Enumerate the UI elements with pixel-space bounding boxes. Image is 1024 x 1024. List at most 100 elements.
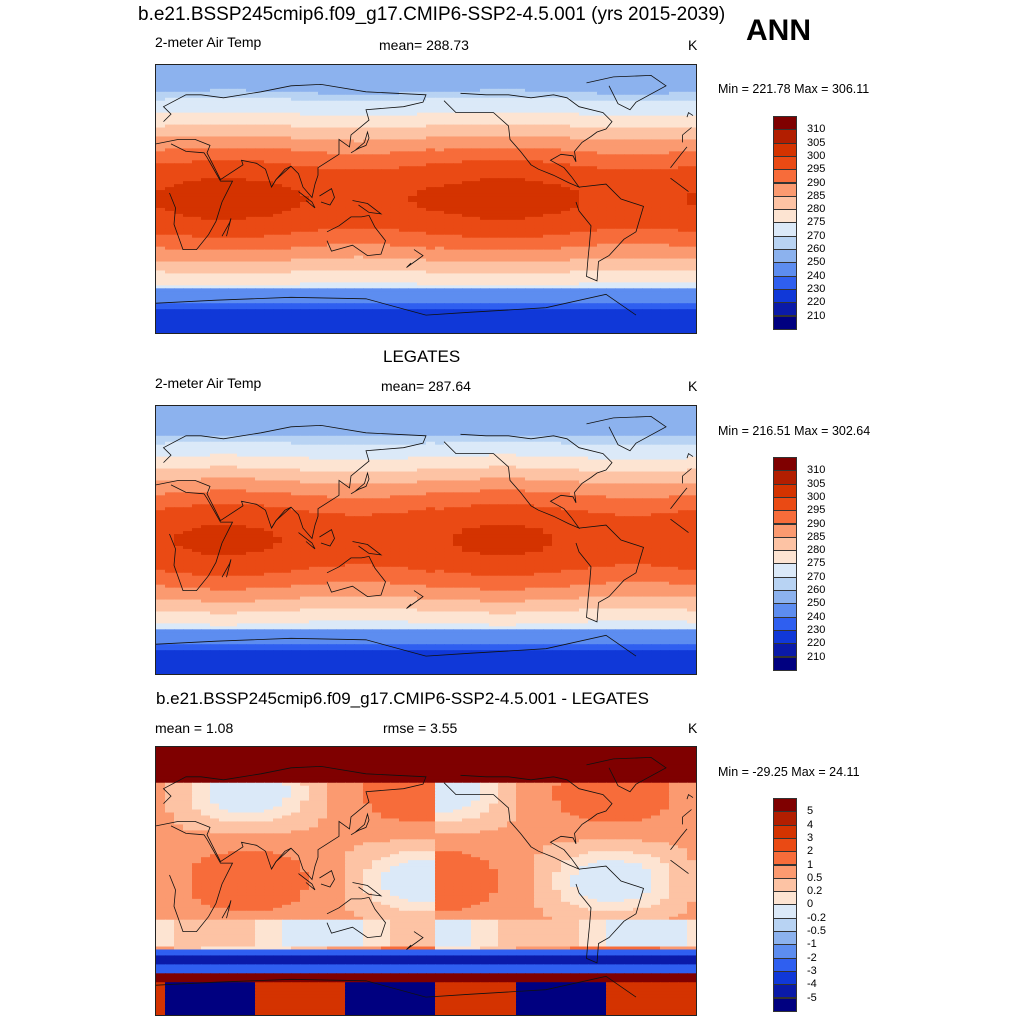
field-cell: [318, 136, 328, 141]
field-cell: [633, 187, 643, 191]
field-cell: [264, 204, 274, 209]
field-cell: [471, 88, 481, 93]
field-cell: [228, 279, 238, 283]
field-cell: [336, 94, 346, 99]
field-cell: [570, 112, 580, 117]
field-cell: [597, 148, 607, 152]
field-cell: [372, 240, 382, 245]
field-cell: [372, 166, 382, 170]
field-cell: [345, 88, 355, 93]
field-cell: [588, 228, 598, 233]
field-cell: [570, 276, 580, 280]
field-cell: [498, 109, 508, 114]
field-cell: [552, 249, 562, 254]
field-cell: [210, 115, 220, 120]
field-cell: [480, 85, 490, 90]
field-cell: [642, 252, 652, 257]
field-cell: [678, 210, 688, 215]
field-cell: [228, 285, 238, 289]
field-cell: [309, 276, 319, 280]
field-cell: [408, 157, 418, 161]
field-cell: [498, 127, 508, 132]
field-cell: [192, 252, 202, 257]
field-cell: [390, 258, 400, 263]
field-cell: [534, 252, 544, 257]
field-cell: [354, 234, 364, 239]
field-cell: [381, 121, 391, 126]
field-cell: [273, 100, 283, 105]
field-cell: [660, 88, 670, 93]
field-cell: [246, 94, 256, 99]
field-cell: [372, 246, 382, 251]
field-cell: [552, 213, 562, 218]
field-cell: [642, 79, 652, 84]
field-cell: [309, 267, 319, 272]
field-cell: [525, 243, 535, 248]
field-cell: [426, 303, 436, 307]
field-cell: [255, 294, 265, 298]
field-cell: [300, 121, 310, 126]
field-cell: [318, 160, 328, 164]
field-cell: [192, 127, 202, 132]
field-cell: [570, 291, 580, 295]
field-cell: [228, 201, 238, 206]
field-cell: [651, 306, 661, 310]
field-cell: [426, 207, 436, 212]
field-cell: [228, 288, 238, 292]
field-cell: [417, 103, 427, 108]
field-cell: [462, 294, 472, 298]
field-cell: [255, 175, 265, 179]
field-cell: [219, 213, 229, 218]
field-cell: [219, 94, 229, 99]
field-cell: [174, 67, 184, 72]
field-cell: [615, 139, 625, 144]
field-cell: [309, 300, 319, 304]
field-cell: [570, 258, 580, 263]
field-cell: [345, 216, 355, 221]
field-cell: [165, 273, 175, 278]
field-cell: [228, 163, 238, 167]
field-cell: [381, 160, 391, 164]
field-cell: [579, 300, 589, 304]
field-cell: [561, 172, 571, 176]
field-cell: [660, 145, 670, 149]
field-cell: [579, 151, 589, 155]
field-cell: [264, 142, 274, 146]
field-cell: [264, 148, 274, 152]
field-cell: [309, 76, 319, 81]
field-cell: [282, 148, 292, 152]
field-cell: [210, 100, 220, 105]
field-cell: [156, 276, 166, 280]
field-cell: [498, 213, 508, 218]
field-cell: [489, 199, 499, 203]
field-cell: [624, 172, 634, 176]
field-cell: [174, 139, 184, 144]
field-cell: [561, 255, 571, 260]
field-cell: [201, 139, 211, 144]
field-cell: [525, 201, 535, 206]
field-cell: [597, 279, 607, 283]
field-cell: [372, 225, 382, 230]
field-cell: [660, 175, 670, 179]
field-cell: [237, 193, 247, 197]
field-cell: [417, 163, 427, 167]
field-cell: [633, 91, 643, 96]
field-cell: [498, 193, 508, 197]
field-cell: [363, 184, 373, 188]
field-cell: [363, 187, 373, 191]
field-cell: [264, 213, 274, 218]
field-cell: [156, 246, 166, 251]
field-cell: [462, 142, 472, 146]
field-cell: [462, 115, 472, 120]
field-cell: [660, 148, 670, 152]
field-cell: [237, 106, 247, 111]
field-cell: [300, 103, 310, 108]
field-cell: [642, 181, 652, 185]
field-cell: [237, 199, 247, 203]
field-cell: [174, 115, 184, 120]
field-cell: [210, 103, 220, 108]
field-cell: [237, 142, 247, 146]
field-cell: [345, 121, 355, 126]
field-cell: [615, 243, 625, 248]
field-cell: [426, 163, 436, 167]
